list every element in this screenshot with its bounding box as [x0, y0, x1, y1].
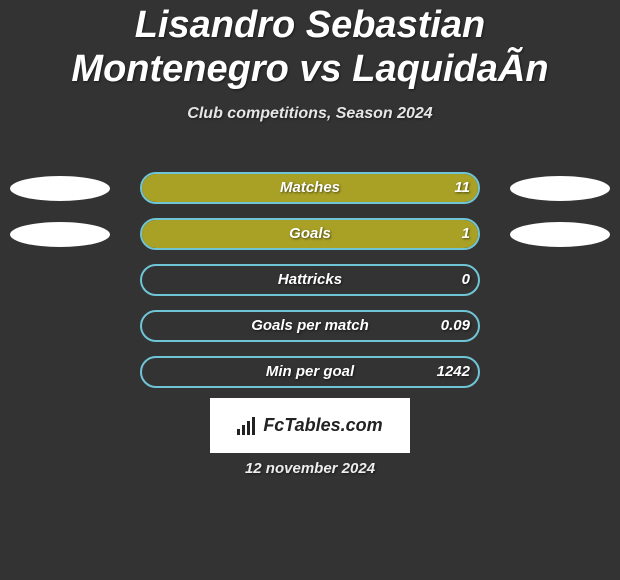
date: 12 november 2024: [0, 460, 620, 477]
stat-row: Goals 1: [0, 218, 620, 264]
player-left-marker: [10, 222, 110, 247]
logo-text: FcTables.com: [263, 415, 382, 436]
page-title: Lisandro Sebastian Montenegro vs Laquida…: [0, 0, 620, 91]
stat-bar-fill: [142, 220, 478, 248]
stat-bar-track: [140, 310, 480, 342]
subtitle: Club competitions, Season 2024: [0, 105, 620, 123]
stat-row: Min per goal 1242: [0, 356, 620, 402]
stat-rows: Matches 11 Goals 1 Hattricks 0 Goals per…: [0, 172, 620, 402]
stat-bar-fill: [142, 174, 478, 202]
bars-icon: [237, 417, 257, 435]
player-left-marker: [10, 176, 110, 201]
stat-row: Goals per match 0.09: [0, 310, 620, 356]
stat-bar-track: [140, 264, 480, 296]
player-right-marker: [510, 176, 610, 201]
stat-row: Matches 11: [0, 172, 620, 218]
comparison-infographic: Lisandro Sebastian Montenegro vs Laquida…: [0, 0, 620, 580]
player-right-marker: [510, 222, 610, 247]
stat-row: Hattricks 0: [0, 264, 620, 310]
logo: FcTables.com: [210, 398, 410, 453]
stat-bar-track: [140, 356, 480, 388]
